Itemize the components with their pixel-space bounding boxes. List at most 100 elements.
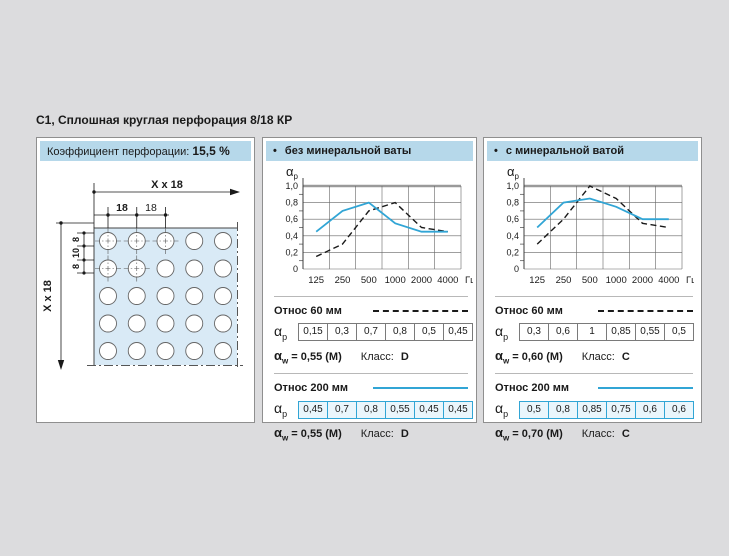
section-60mm-title: Относ 60 мм — [274, 304, 342, 317]
svg-text:250: 250 — [335, 275, 351, 286]
svg-text:0,8: 0,8 — [506, 198, 519, 208]
svg-text:125: 125 — [308, 275, 324, 286]
class-value: C — [621, 350, 630, 363]
panel-with-mineral-wool: • с минеральной ватой 0 0,2 0,4 0,6 0,8 1,0 12… — [483, 137, 702, 443]
class-value: D — [400, 428, 409, 441]
class-label: Класс: — [581, 428, 615, 441]
solid-line-sample — [598, 386, 693, 389]
alpha-p-cell: 0,7 — [356, 323, 386, 342]
class-label: Класс: — [360, 428, 394, 441]
alpha-p-symbol: αp — [495, 323, 509, 342]
svg-text:4000: 4000 — [658, 275, 679, 286]
svg-text:0,6: 0,6 — [285, 214, 298, 224]
svg-text:1000: 1000 — [606, 275, 627, 286]
dimension-lines — [56, 183, 240, 370]
dim-pitch-b-label: 18 — [145, 202, 157, 214]
section-60mm-title: Относ 60 мм — [495, 304, 563, 317]
alpha-w-row: αw = 0,55 (M) Класс: D — [274, 425, 468, 443]
svg-text:Гц: Гц — [465, 275, 473, 286]
alpha-p-cell: 0,3 — [327, 323, 357, 342]
alpha-p-cell: 0,45 — [298, 400, 328, 419]
panel-without-mineral-wool: • без минеральной ваты 0 0,2 0,4 0,6 0,8 1,0 1… — [262, 137, 477, 443]
class-value: D — [400, 350, 409, 363]
perforation-coefficient-header: Коэффициент перфорации: 15,5 % — [40, 141, 251, 161]
perforation-panel: Коэффициент перфорации: 15,5 % — [36, 137, 255, 423]
dim-pitch-a-label: 18 — [116, 202, 128, 214]
bullet-icon: • — [494, 145, 498, 157]
alpha-p-cell: 0,85 — [606, 323, 636, 342]
dim-d1-label: 8 — [71, 237, 81, 242]
section-60mm: Относ 60 мм αp 0,15 0,3 0,7 0,8 0,5 0,45… — [274, 296, 473, 366]
class-value: C — [621, 428, 630, 441]
alpha-p-row: αp 0,5 0,8 0,85 0,75 0,6 0,6 — [495, 400, 694, 420]
alpha-p-cell: 0,6 — [635, 400, 665, 419]
alpha-p-cell: 0,6 — [548, 323, 578, 342]
alpha-p-cell: 0,15 — [298, 323, 328, 342]
alpha-w-symbol: αw — [274, 347, 289, 366]
alpha-p-symbol: αp — [495, 400, 509, 420]
alpha-w-value: = 0,70 (M) — [512, 428, 563, 441]
alpha-w-value: = 0,55 (M) — [291, 428, 342, 441]
bullet-icon: • — [273, 145, 277, 157]
alpha-p-cell: 0,45 — [443, 323, 473, 342]
alpha-p-cell: 0,8 — [548, 400, 578, 419]
alpha-p-cell: 0,55 — [635, 323, 665, 342]
class-label: Класс: — [360, 350, 394, 363]
alpha-p-cell: 0,75 — [606, 400, 636, 419]
dim-gap-label: 10 — [71, 248, 81, 258]
alpha-p-cell: 0,8 — [356, 400, 386, 419]
svg-text:4000: 4000 — [437, 275, 458, 286]
alpha-p-row: αp 0,15 0,3 0,7 0,8 0,5 0,45 — [274, 323, 473, 342]
alpha-w-symbol: αw — [495, 347, 510, 366]
svg-text:αp: αp — [286, 164, 299, 181]
dashed-line-sample — [373, 309, 468, 312]
svg-text:Гц: Гц — [686, 275, 694, 286]
alpha-w-row: αw = 0,70 (M) Класс: C — [495, 425, 693, 443]
svg-text:0: 0 — [514, 264, 519, 274]
svg-text:250: 250 — [556, 275, 572, 286]
absorption-chart-with-wool: 0 0,2 0,4 0,6 0,8 1,0 125 250 500 1000 2000 4000 Гц α… — [506, 164, 694, 286]
alpha-p-cell: 0,45 — [414, 400, 444, 419]
alpha-p-cell: 0,7 — [327, 400, 357, 419]
svg-text:0: 0 — [293, 264, 298, 274]
panel-without-wool-header: • без минеральной ваты — [266, 141, 473, 161]
alpha-w-value: = 0,55 (M) — [291, 350, 342, 363]
svg-text:αp: αp — [507, 164, 520, 181]
alpha-w-value: = 0,60 (M) — [512, 350, 563, 363]
perforation-diagram: X x 18 18 18 X x 18 8 10 8 — [42, 179, 243, 370]
perforation-coefficient-value: 15,5 % — [192, 144, 230, 158]
panel-with-wool-header: • с минеральной ватой — [487, 141, 698, 161]
alpha-p-cell: 0,5 — [519, 400, 549, 419]
dashed-line-sample — [598, 309, 693, 312]
alpha-p-cell: 0,5 — [664, 323, 694, 342]
alpha-p-cell: 0,3 — [519, 323, 549, 342]
alpha-p-symbol: αp — [274, 400, 288, 420]
alpha-w-row: αw = 0,55 (M) Класс: D — [274, 348, 468, 366]
dim-d2-label: 8 — [71, 264, 81, 269]
solid-line-sample — [373, 386, 468, 389]
svg-text:0,4: 0,4 — [506, 231, 519, 241]
alpha-p-symbol: αp — [274, 323, 288, 342]
dim-left-label: X x 18 — [42, 280, 54, 312]
alpha-p-row: αp 0,45 0,7 0,8 0,55 0,45 0,45 — [274, 400, 473, 420]
alpha-p-row: αp 0,3 0,6 1 0,85 0,55 0,5 — [495, 323, 694, 342]
alpha-p-cell: 0,8 — [385, 323, 415, 342]
svg-text:500: 500 — [361, 275, 377, 286]
panel-title: без минеральной ваты — [284, 145, 412, 157]
alpha-p-cell: 1 — [577, 323, 607, 342]
page-title: C1, Сплошная круглая перфорация 8/18 КР — [36, 113, 293, 127]
svg-text:1,0: 1,0 — [285, 181, 298, 191]
alpha-w-symbol: αw — [274, 425, 289, 443]
alpha-p-cell: 0,55 — [385, 400, 415, 419]
section-200mm-title: Относ 200 мм — [274, 381, 349, 394]
absorption-tables: Относ 60 мм αp 0,15 0,3 0,7 0,8 0,5 0,45… — [274, 296, 473, 451]
svg-text:0,6: 0,6 — [506, 214, 519, 224]
svg-text:0,4: 0,4 — [285, 231, 298, 241]
section-200mm: Относ 200 мм αp 0,45 0,7 0,8 0,55 0,45 0… — [274, 373, 473, 443]
alpha-w-row: αw = 0,60 (M) Класс: C — [495, 348, 693, 366]
svg-text:0,8: 0,8 — [285, 198, 298, 208]
section-200mm-title: Относ 200 мм — [495, 381, 570, 394]
svg-text:0,2: 0,2 — [285, 247, 298, 257]
hole-centerlines — [95, 228, 179, 282]
svg-text:125: 125 — [529, 275, 545, 286]
